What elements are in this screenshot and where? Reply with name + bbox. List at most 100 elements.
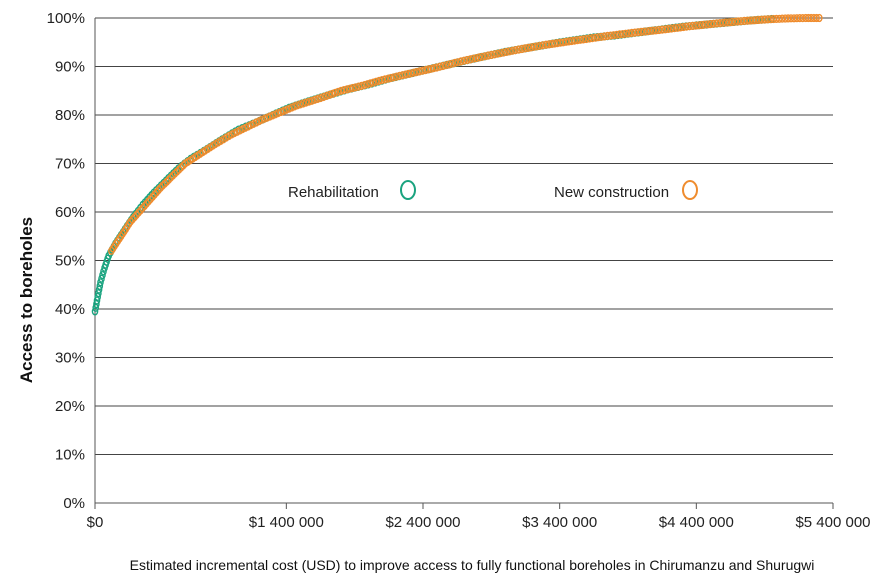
data-point bbox=[598, 32, 605, 41]
data-point bbox=[364, 80, 371, 89]
series-layer bbox=[91, 13, 823, 316]
data-point bbox=[646, 26, 654, 36]
data-point bbox=[475, 53, 483, 62]
y-axis-title: Access to boreholes bbox=[17, 217, 36, 383]
y-tick-label: 100% bbox=[47, 10, 85, 27]
data-point bbox=[457, 57, 465, 66]
x-tick-label: $1 400 000 bbox=[249, 514, 324, 531]
data-point bbox=[787, 14, 795, 23]
data-point bbox=[460, 56, 468, 65]
data-point bbox=[484, 51, 492, 60]
data-point bbox=[92, 303, 99, 312]
data-point bbox=[725, 18, 733, 27]
data-point bbox=[576, 35, 584, 44]
data-point bbox=[451, 58, 459, 68]
data-point bbox=[119, 229, 126, 238]
data-point bbox=[369, 78, 377, 87]
y-tick-label: 50% bbox=[55, 253, 85, 270]
data-point bbox=[314, 94, 321, 104]
data-point bbox=[796, 14, 804, 23]
data-point bbox=[710, 19, 718, 28]
y-tick-label: 60% bbox=[55, 204, 85, 221]
x-tick-label: $3 400 000 bbox=[522, 514, 597, 531]
data-point bbox=[512, 45, 519, 55]
data-point bbox=[533, 42, 541, 51]
data-point bbox=[704, 20, 712, 29]
data-point bbox=[604, 31, 611, 41]
data-point bbox=[631, 28, 639, 37]
data-point bbox=[677, 23, 684, 32]
data-point bbox=[442, 61, 450, 70]
data-point bbox=[384, 74, 392, 83]
data-point bbox=[448, 59, 456, 68]
legend-marker-rehabilitation bbox=[400, 180, 416, 200]
data-point bbox=[683, 22, 690, 31]
y-tick-label: 90% bbox=[55, 59, 85, 76]
data-point bbox=[524, 43, 532, 53]
data-point bbox=[481, 52, 489, 61]
data-point bbox=[323, 91, 330, 101]
data-point bbox=[628, 28, 636, 38]
data-point bbox=[352, 83, 359, 92]
series-new-construction bbox=[108, 13, 823, 255]
data-point bbox=[755, 15, 763, 25]
data-point bbox=[358, 81, 365, 91]
data-point bbox=[661, 25, 669, 34]
y-tick-label: 80% bbox=[55, 107, 85, 124]
data-point bbox=[487, 50, 495, 60]
data-point bbox=[595, 33, 602, 42]
x-tick-label: $4 400 000 bbox=[659, 514, 734, 531]
data-point bbox=[746, 16, 754, 25]
data-point bbox=[607, 31, 614, 40]
data-point bbox=[116, 234, 123, 243]
data-point bbox=[125, 220, 133, 229]
data-point bbox=[296, 100, 304, 109]
data-point bbox=[601, 32, 608, 41]
data-point bbox=[361, 80, 368, 90]
y-tick-label: 30% bbox=[55, 350, 85, 367]
data-point bbox=[778, 14, 786, 23]
data-point bbox=[491, 50, 498, 59]
data-point bbox=[613, 30, 620, 39]
data-point bbox=[114, 237, 122, 246]
data-point bbox=[466, 55, 474, 64]
data-point bbox=[390, 73, 398, 82]
data-point bbox=[652, 26, 660, 35]
y-tick-label: 40% bbox=[55, 301, 85, 318]
data-point bbox=[728, 17, 736, 27]
data-point bbox=[478, 52, 486, 61]
data-point bbox=[108, 246, 115, 255]
data-point bbox=[582, 34, 590, 44]
data-point bbox=[758, 15, 766, 24]
y-tick-label: 70% bbox=[55, 156, 85, 173]
data-point bbox=[734, 17, 742, 26]
x-tick-label: $0 bbox=[87, 514, 104, 531]
legend-marker-new-construction bbox=[682, 180, 698, 200]
data-point bbox=[346, 84, 354, 93]
data-point bbox=[111, 241, 118, 251]
data-point bbox=[776, 14, 783, 23]
data-point bbox=[302, 98, 310, 107]
data-point bbox=[334, 87, 342, 96]
grid-layer bbox=[95, 17, 833, 504]
data-point bbox=[737, 17, 745, 26]
data-point bbox=[497, 48, 504, 58]
x-axis-title: Estimated incremental cost (USD) to impr… bbox=[130, 557, 815, 573]
data-point bbox=[439, 61, 447, 71]
data-point bbox=[500, 48, 507, 57]
x-tick-label: $2 400 000 bbox=[385, 514, 460, 531]
data-point bbox=[713, 19, 721, 28]
data-point bbox=[393, 72, 400, 81]
data-point bbox=[634, 28, 642, 37]
data-point bbox=[343, 85, 351, 94]
data-point bbox=[680, 22, 687, 32]
data-point bbox=[716, 19, 724, 28]
data-point bbox=[317, 93, 324, 103]
data-point bbox=[469, 54, 477, 63]
data-point bbox=[719, 18, 727, 27]
data-point bbox=[649, 26, 657, 35]
data-point bbox=[655, 25, 663, 35]
data-point bbox=[643, 27, 651, 36]
data-point bbox=[308, 96, 316, 105]
